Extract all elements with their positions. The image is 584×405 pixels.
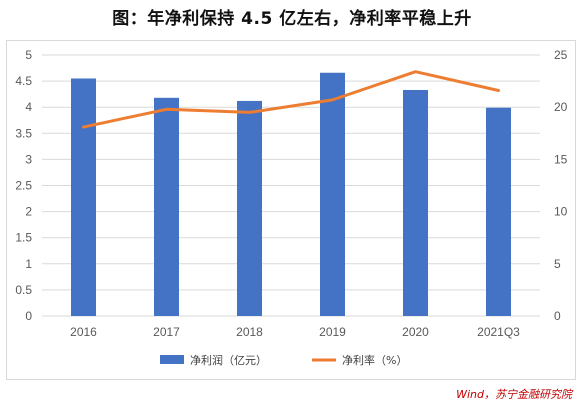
source-note: Wind，苏宁金融研究院 xyxy=(456,388,572,401)
bar xyxy=(403,89,428,316)
legend-label-line: 净利率（%） xyxy=(342,353,407,367)
legend-swatch-bar xyxy=(160,355,184,364)
line-series xyxy=(82,70,500,129)
bar xyxy=(154,97,179,316)
y-left-tick-label: 2 xyxy=(25,205,32,219)
combo-chart: 0 0.5 1 1.5 2 2.5 3 3.5 4 4.5 5 0 5 10 15 20 25 2016 2017 2… xyxy=(15,48,568,367)
y-left-tick-label: 3.5 xyxy=(15,126,32,140)
x-tick-label: 2018 xyxy=(236,325,263,339)
y-left-tick-label: 4 xyxy=(25,100,32,114)
y-left-tick-label: 1.5 xyxy=(15,231,32,245)
x-tick-label: 2019 xyxy=(319,325,346,339)
y-left-tick-label: 1 xyxy=(25,257,32,271)
chart-title: 图：年净利保持 4.5 亿左右，净利率平稳上升 xyxy=(112,9,472,29)
bar xyxy=(320,72,345,316)
bar xyxy=(237,100,262,316)
x-tick-label: 2020 xyxy=(402,325,429,339)
y-left-tick-label: 0 xyxy=(25,309,32,323)
y-right-tick-label: 20 xyxy=(554,100,568,114)
bar xyxy=(486,107,511,316)
legend-label-bar: 净利润（亿元） xyxy=(190,353,267,367)
y-left-tick-label: 0.5 xyxy=(15,283,32,297)
chart-frame xyxy=(6,40,576,380)
x-tick-label: 2021Q3 xyxy=(477,325,520,339)
x-tick-label: 2016 xyxy=(70,325,97,339)
x-tick-label: 2017 xyxy=(153,325,180,339)
y-left-tick-label: 3 xyxy=(25,152,32,166)
y-right-tick-label: 25 xyxy=(554,48,568,62)
y-left-tick-label: 2.5 xyxy=(15,179,32,193)
bar xyxy=(71,78,96,317)
y-left-tick-label: 4.5 xyxy=(15,74,32,88)
y-right-tick-label: 15 xyxy=(554,152,568,166)
y-right-tick-label: 0 xyxy=(554,309,561,323)
y-right-tick-label: 10 xyxy=(554,205,568,219)
y-right-tick-label: 5 xyxy=(554,257,561,271)
y-left-tick-label: 5 xyxy=(25,48,32,62)
